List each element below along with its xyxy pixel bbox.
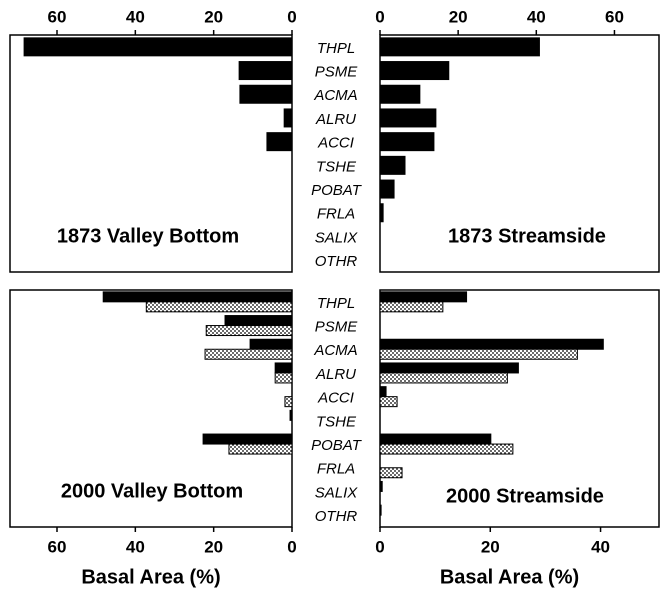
panel-title: 1873 Streamside — [448, 225, 606, 247]
bar — [274, 362, 293, 374]
bar — [379, 291, 468, 303]
category-label: OTHR — [315, 508, 358, 525]
bar — [284, 396, 293, 408]
bar — [379, 433, 492, 445]
x-tick-label: 20 — [481, 537, 500, 556]
bar — [274, 372, 293, 384]
x-tick-label: 60 — [48, 537, 67, 556]
panel-frame — [9, 289, 293, 528]
bar — [145, 301, 293, 313]
x-tick-label: 40 — [126, 7, 145, 26]
category-label: THPL — [317, 295, 355, 312]
x-tick-label: 20 — [204, 537, 223, 556]
bar — [205, 325, 293, 337]
bar — [228, 443, 293, 455]
bar — [379, 179, 395, 199]
category-label: SALIX — [315, 229, 359, 246]
category-label: ACCI — [317, 135, 354, 152]
bar — [379, 386, 387, 398]
x-tick-label: 40 — [591, 537, 610, 556]
category-label: TSHE — [316, 413, 357, 430]
x-tick-label: 0 — [375, 537, 384, 556]
bar — [379, 132, 435, 152]
panel-frame — [9, 34, 293, 273]
bar — [379, 84, 421, 104]
category-label: TSHE — [316, 158, 357, 175]
x-tick-label: 20 — [204, 7, 223, 26]
bar — [102, 291, 293, 303]
x-tick-label: 60 — [605, 7, 624, 26]
x-tick-label: 0 — [287, 537, 296, 556]
bar — [379, 480, 383, 492]
bar — [202, 433, 293, 445]
bar — [238, 61, 293, 81]
x-tick-label: 0 — [375, 7, 384, 26]
x-tick-label: 0 — [287, 7, 296, 26]
bar — [289, 409, 293, 421]
bar — [379, 203, 384, 223]
category-label: POBAT — [311, 437, 363, 454]
bar — [379, 443, 514, 455]
category-label: FRLA — [317, 461, 355, 478]
panel-title: 2000 Streamside — [446, 485, 604, 507]
category-label: THPL — [317, 40, 355, 57]
bar — [379, 362, 519, 374]
panel-title: 2000 Valley Bottom — [61, 480, 243, 502]
axis-title: Basal Area (%) — [440, 566, 579, 588]
bar — [23, 37, 293, 57]
x-tick-label: 60 — [48, 7, 67, 26]
category-label: ACMA — [313, 87, 357, 104]
bar — [379, 37, 540, 57]
x-tick-label: 40 — [527, 7, 546, 26]
axis-title: Basal Area (%) — [81, 566, 220, 588]
bar — [379, 372, 508, 384]
category-label: OTHR — [315, 253, 358, 270]
category-label: PSME — [315, 319, 359, 336]
category-label: PSME — [315, 64, 359, 81]
panel-title: 1873 Valley Bottom — [57, 225, 239, 247]
category-label: SALIX — [315, 484, 359, 501]
bar — [266, 132, 293, 152]
panel-frame — [379, 34, 660, 273]
bar — [379, 504, 382, 516]
bar — [224, 315, 293, 327]
bar — [249, 338, 293, 350]
bar — [379, 348, 578, 360]
bar — [379, 108, 437, 128]
x-tick-label: 20 — [449, 7, 468, 26]
category-label: FRLA — [317, 206, 355, 223]
panel-frame — [379, 289, 660, 528]
category-label: ALRU — [315, 111, 356, 128]
category-label: ACCI — [317, 390, 354, 407]
bar — [283, 108, 293, 128]
bar — [379, 396, 398, 408]
category-label: ALRU — [315, 366, 356, 383]
x-tick-label: 40 — [126, 537, 145, 556]
bar — [379, 155, 406, 175]
category-label: ACMA — [313, 342, 357, 359]
bar — [204, 348, 293, 360]
bar — [379, 467, 403, 479]
bar — [379, 61, 450, 81]
bar — [239, 84, 293, 104]
category-label: POBAT — [311, 182, 363, 199]
bar — [379, 338, 604, 350]
bar — [379, 301, 444, 313]
